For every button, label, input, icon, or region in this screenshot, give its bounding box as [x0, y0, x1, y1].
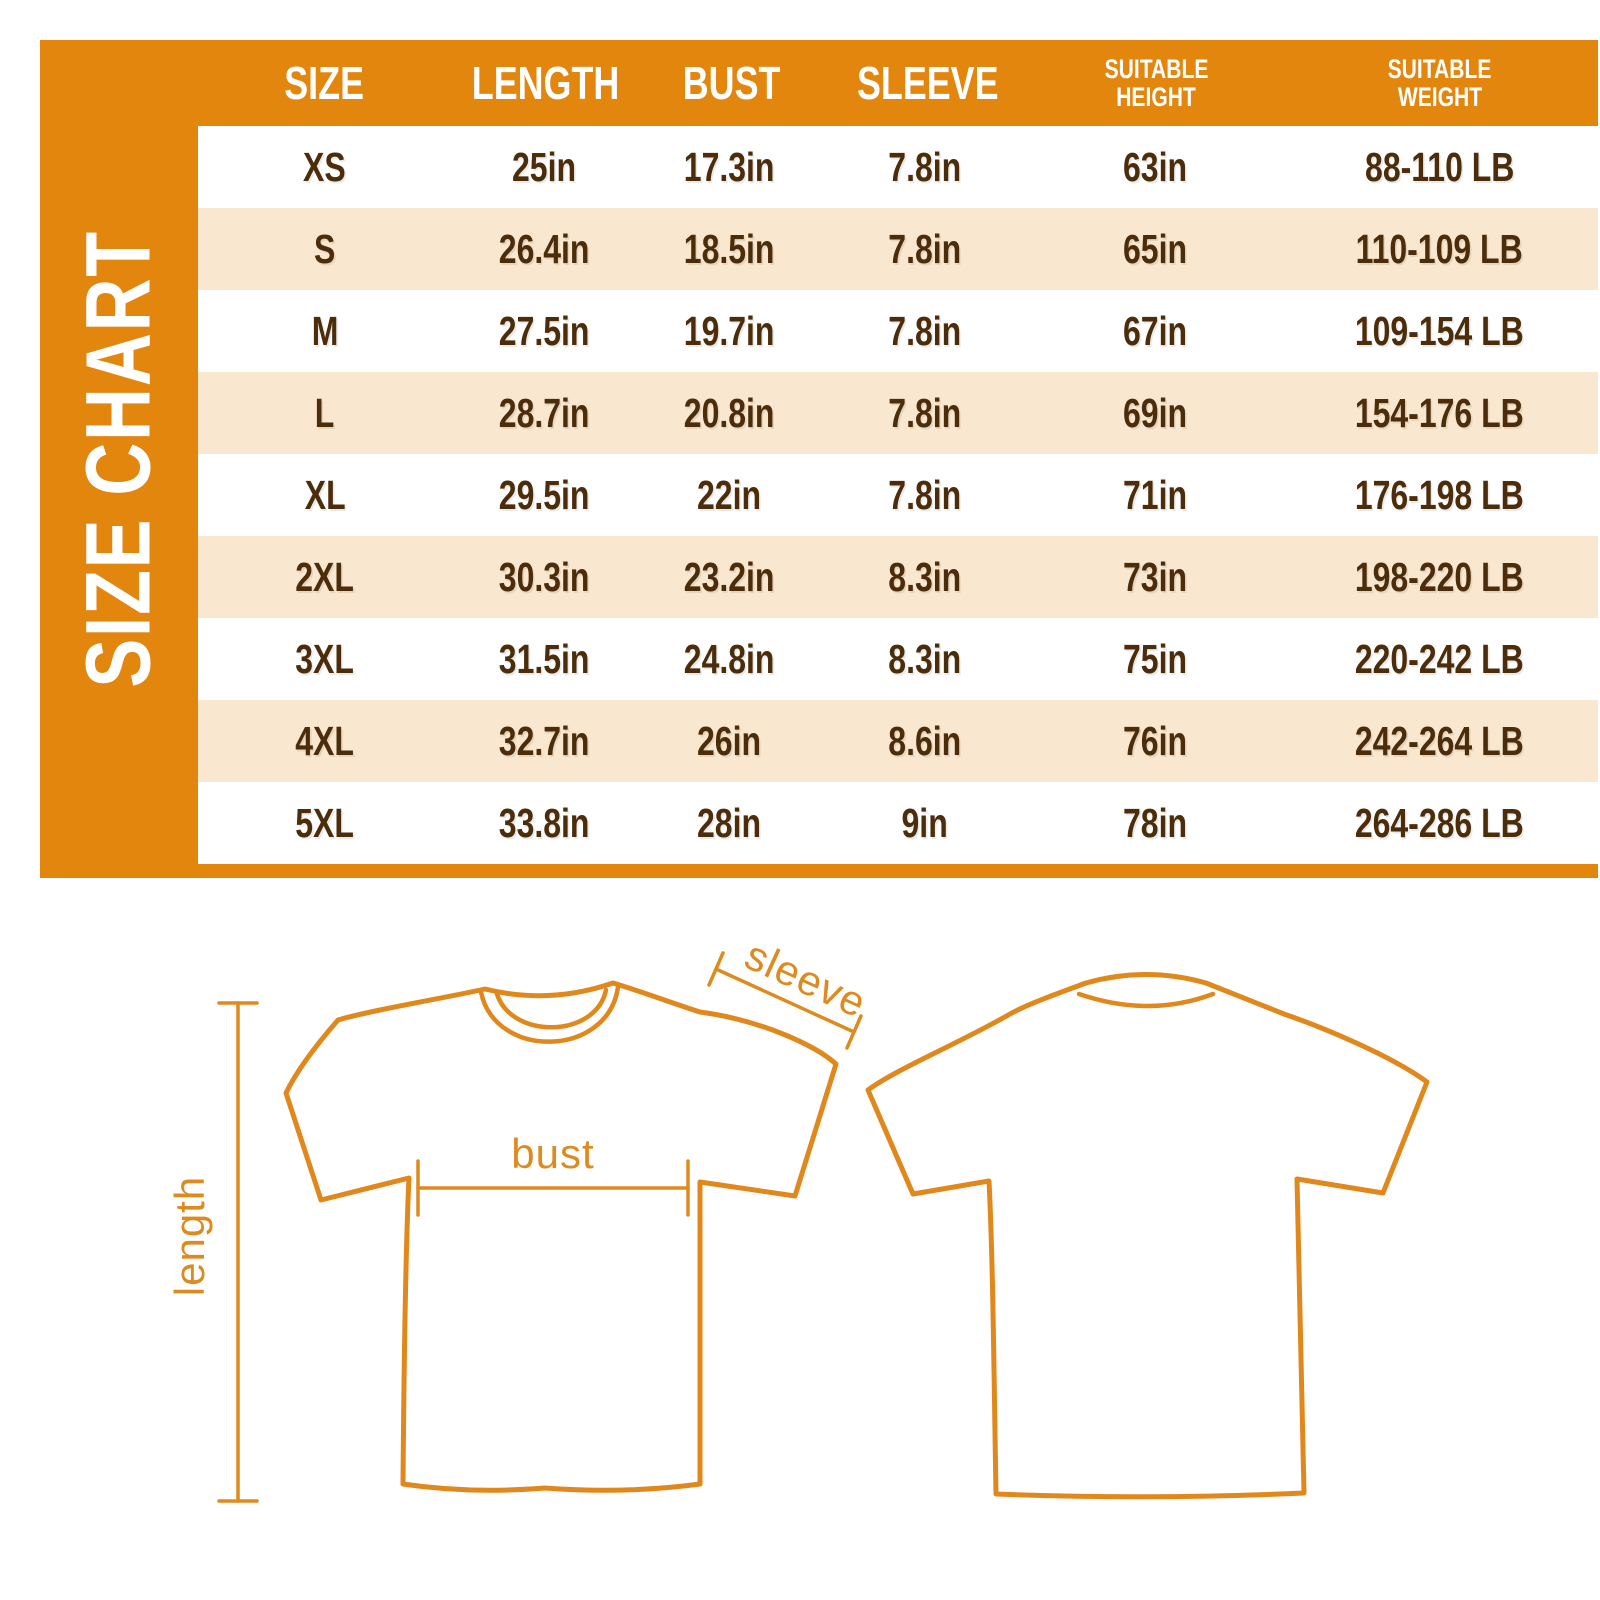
tshirt-measurement-diagram: length bust sleeve: [166, 931, 1430, 1503]
height-cell: 67in: [1122, 307, 1187, 354]
height-cell: 71in: [1122, 471, 1187, 518]
table-row-xs: XS 25in 17.3in 7.8in 63in 88-110 LB: [198, 126, 1598, 208]
table-row-m: M 27.5in 19.7in 7.8in 67in 109-154 LB: [198, 290, 1598, 372]
length-cell: 31.5in: [498, 635, 590, 682]
table-header-row: SIZE LENGTH BUST SLEEVE SUITABLE HEIGHT S…: [198, 40, 1598, 126]
height-cell: 63in: [1122, 143, 1187, 190]
weight-cell: 88-110 LB: [1364, 143, 1514, 190]
length-cell: 33.8in: [498, 799, 590, 846]
sleeve-cell: 7.8in: [888, 225, 962, 272]
bust-cell: 24.8in: [683, 635, 775, 682]
col-header-sleeve: SLEEVE: [856, 57, 999, 109]
height-cell: 78in: [1122, 799, 1187, 846]
weight-cell: 176-198 LB: [1354, 471, 1524, 518]
size-cell: 3XL: [295, 635, 355, 682]
size-cell: M: [311, 307, 339, 354]
length-label: length: [166, 1176, 213, 1296]
weight-cell: 110-109 LB: [1355, 225, 1523, 272]
height-cell: 69in: [1122, 389, 1187, 436]
weight-cell: 220-242 LB: [1354, 635, 1524, 682]
bust-cell: 17.3in: [683, 143, 775, 190]
sleeve-cell: 7.8in: [888, 143, 962, 190]
sidebar-title: SIZE CHART: [67, 230, 170, 688]
length-cell: 30.3in: [498, 553, 590, 600]
length-cell: 27.5in: [498, 307, 590, 354]
back-shirt: [865, 972, 1430, 1500]
length-cell: 28.7in: [498, 389, 590, 436]
sleeve-cell: 7.8in: [888, 389, 962, 436]
length-cell: 32.7in: [498, 717, 590, 764]
table-row-3xl: 3XL 31.5in 24.8in 8.3in 75in 220-242 LB: [198, 618, 1598, 700]
bust-cell: 19.7in: [683, 307, 775, 354]
size-cell: S: [314, 225, 336, 272]
height-cell: 65in: [1122, 225, 1187, 272]
size-cell: 5XL: [295, 799, 355, 846]
sleeve-cell: 8.3in: [888, 553, 962, 600]
size-cell: L: [315, 389, 335, 436]
length-measure: length: [166, 1001, 259, 1503]
front-shirt-outline: [283, 980, 839, 1493]
height-cell: 75in: [1122, 635, 1187, 682]
size-table: SIZE CHART SIZE LENGTH BUST SLEEVE SUITA…: [40, 40, 1598, 878]
table-row-xl: XL 29.5in 22in 7.8in 71in 176-198 LB: [198, 454, 1598, 536]
bust-cell: 18.5in: [683, 225, 775, 272]
col-header-length: LENGTH: [471, 57, 620, 109]
sleeve-measure-tick-left: [707, 951, 725, 987]
table-body: XS 25in 17.3in 7.8in 63in 88-110 LB S 26…: [198, 126, 1598, 864]
weight-cell: 242-264 LB: [1354, 717, 1524, 764]
bust-label: bust: [511, 1130, 594, 1177]
sleeve-cell: 8.6in: [888, 717, 962, 764]
col-header-suitable-weight: SUITABLE WEIGHT: [1387, 53, 1492, 112]
weight-cell: 154-176 LB: [1354, 389, 1524, 436]
size-cell: 2XL: [295, 553, 355, 600]
table-row-2xl: 2XL 30.3in 23.2in 8.3in 73in 198-220 LB: [198, 536, 1598, 618]
back-shirt-outline: [865, 972, 1430, 1500]
bust-measure: bust: [416, 1130, 690, 1217]
weight-cell: 198-220 LB: [1354, 553, 1524, 600]
sleeve-cell: 7.8in: [888, 471, 962, 518]
bust-cell: 22in: [696, 471, 761, 518]
bust-cell: 20.8in: [683, 389, 775, 436]
bust-cell: 26in: [696, 717, 761, 764]
table-row-s: S 26.4in 18.5in 7.8in 65in 110-109 LB: [198, 208, 1598, 290]
sleeve-cell: 8.3in: [888, 635, 962, 682]
length-cell: 25in: [511, 143, 576, 190]
front-collar-outer-band: [478, 984, 621, 1044]
height-cell: 73in: [1122, 553, 1187, 600]
col-header-suitable-height: SUITABLE HEIGHT: [1104, 53, 1209, 112]
weight-cell: 264-286 LB: [1354, 799, 1524, 846]
col-header-bust: BUST: [683, 57, 781, 109]
bust-cell: 28in: [696, 799, 761, 846]
sleeve-measure-tick-right: [845, 1014, 863, 1050]
table-row-4xl: 4XL 32.7in 26in 8.6in 76in 242-264 LB: [198, 700, 1598, 782]
front-shirt: [283, 980, 839, 1493]
table-row-5xl: 5XL 33.8in 28in 9in 78in 264-286 LB: [198, 782, 1598, 864]
size-cell: XS: [303, 143, 347, 190]
sleeve-measure-line: [714, 967, 856, 1034]
length-cell: 29.5in: [498, 471, 590, 518]
front-collar-inner-opening: [494, 987, 609, 1030]
sleeve-label: sleeve: [738, 931, 873, 1027]
size-chart-sidebar: SIZE CHART: [40, 40, 198, 878]
sleeve-measure: sleeve: [707, 931, 874, 1050]
length-cell: 26.4in: [498, 225, 590, 272]
table-row-l: L 28.7in 20.8in 7.8in 69in 154-176 LB: [198, 372, 1598, 454]
col-header-size: SIZE: [284, 57, 365, 109]
size-cell: 4XL: [295, 717, 355, 764]
weight-cell: 109-154 LB: [1354, 307, 1524, 354]
sleeve-cell: 7.8in: [888, 307, 962, 354]
sleeve-cell: 9in: [901, 799, 949, 846]
bust-cell: 23.2in: [683, 553, 775, 600]
size-cell: XL: [304, 471, 346, 518]
back-collar-band: [1076, 991, 1216, 1009]
height-cell: 76in: [1122, 717, 1187, 764]
